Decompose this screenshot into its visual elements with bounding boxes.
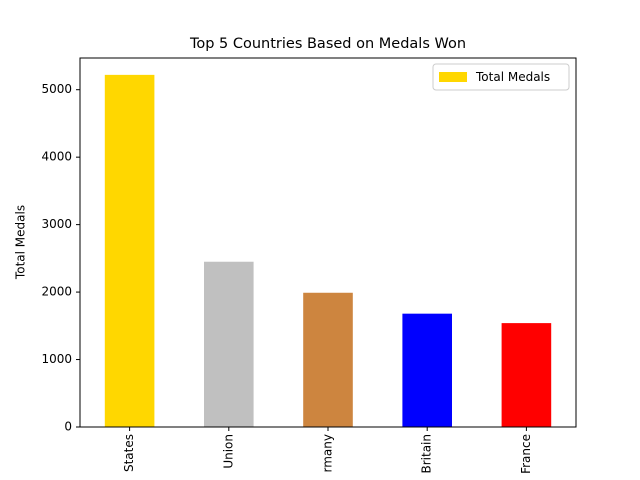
legend-swatch <box>439 72 467 82</box>
y-tick-label: 2000 <box>41 285 72 299</box>
legend-label: Total Medals <box>475 70 550 84</box>
bar <box>104 74 155 427</box>
bar <box>303 292 353 427</box>
bar <box>204 261 254 427</box>
y-tick-label: 0 <box>64 420 72 434</box>
x-tick-label: Union <box>221 434 235 469</box>
y-axis-label: Total Medals <box>14 205 28 280</box>
y-tick-label: 4000 <box>41 150 72 164</box>
y-tick-label: 5000 <box>41 82 72 96</box>
y-tick-label: 1000 <box>41 352 72 366</box>
axes-frame <box>79 57 577 428</box>
bar <box>501 323 552 427</box>
x-tick-label: France <box>519 434 533 474</box>
x-tick-label: States <box>122 434 136 472</box>
bar <box>402 313 452 427</box>
y-tick-label: 3000 <box>41 217 72 231</box>
x-tick-label: Britain <box>420 434 434 474</box>
chart-title: Top 5 Countries Based on Medals Won <box>189 36 466 52</box>
legend-box <box>432 63 570 91</box>
x-tick-label: rmany <box>321 434 335 472</box>
